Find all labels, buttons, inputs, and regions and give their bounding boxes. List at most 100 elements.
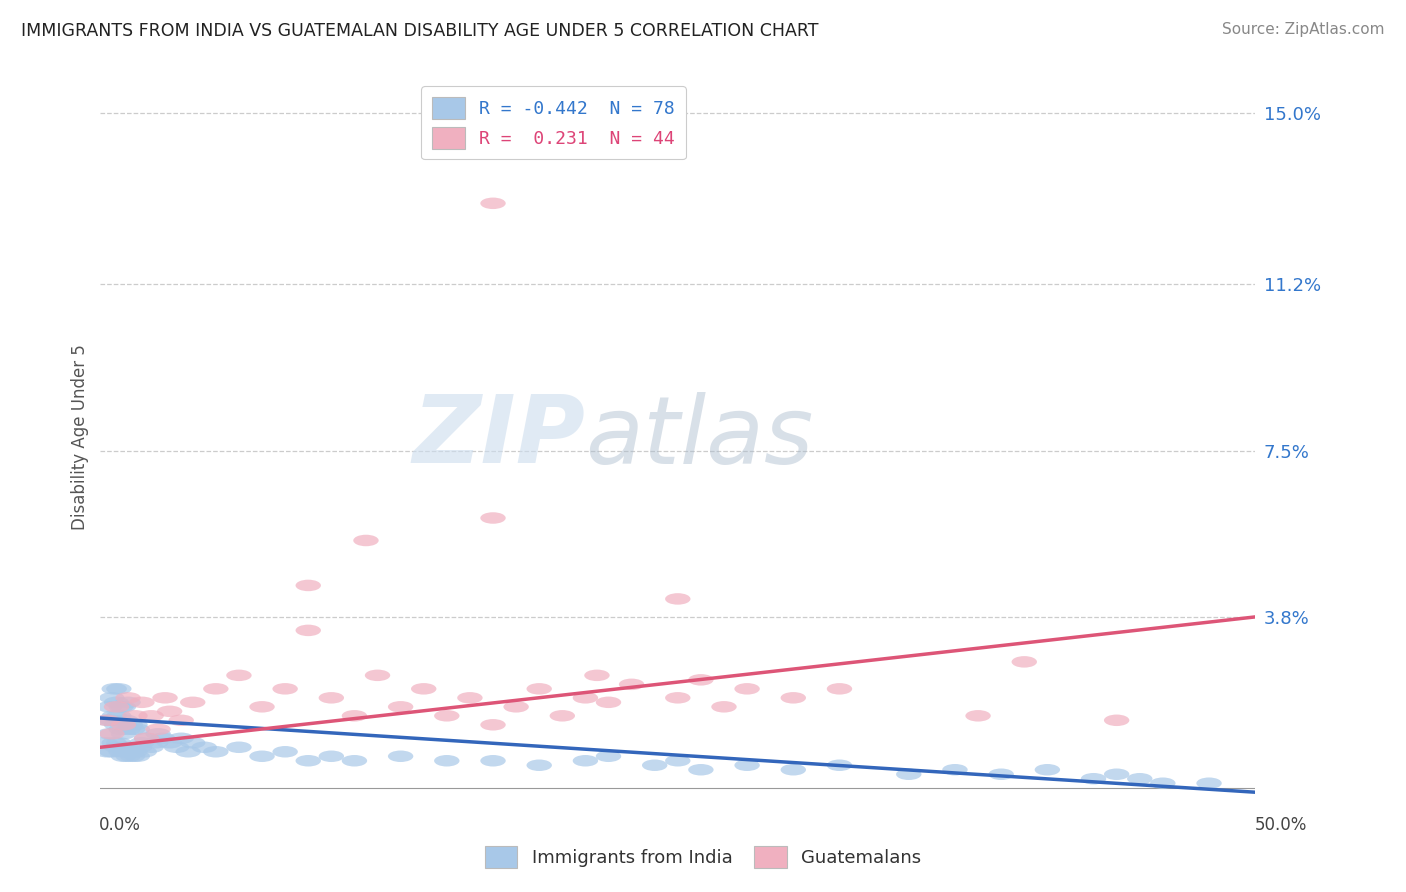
Ellipse shape bbox=[665, 755, 690, 766]
Ellipse shape bbox=[364, 670, 391, 681]
Ellipse shape bbox=[101, 710, 127, 722]
Ellipse shape bbox=[1104, 714, 1129, 726]
Ellipse shape bbox=[734, 683, 759, 695]
Ellipse shape bbox=[353, 534, 378, 546]
Ellipse shape bbox=[120, 723, 145, 735]
Ellipse shape bbox=[157, 737, 183, 748]
Ellipse shape bbox=[105, 737, 132, 748]
Ellipse shape bbox=[145, 723, 170, 735]
Y-axis label: Disability Age Under 5: Disability Age Under 5 bbox=[72, 344, 89, 530]
Ellipse shape bbox=[165, 741, 190, 753]
Ellipse shape bbox=[619, 679, 644, 690]
Ellipse shape bbox=[134, 732, 159, 744]
Ellipse shape bbox=[138, 741, 165, 753]
Ellipse shape bbox=[122, 710, 148, 722]
Ellipse shape bbox=[108, 701, 134, 713]
Ellipse shape bbox=[550, 710, 575, 722]
Ellipse shape bbox=[249, 701, 274, 713]
Ellipse shape bbox=[118, 719, 143, 731]
Ellipse shape bbox=[342, 710, 367, 722]
Ellipse shape bbox=[827, 759, 852, 771]
Ellipse shape bbox=[115, 692, 141, 704]
Ellipse shape bbox=[411, 683, 436, 695]
Ellipse shape bbox=[134, 732, 159, 744]
Ellipse shape bbox=[180, 737, 205, 748]
Ellipse shape bbox=[388, 750, 413, 762]
Ellipse shape bbox=[118, 746, 143, 757]
Ellipse shape bbox=[127, 741, 152, 753]
Text: Source: ZipAtlas.com: Source: ZipAtlas.com bbox=[1222, 22, 1385, 37]
Ellipse shape bbox=[176, 746, 201, 757]
Ellipse shape bbox=[108, 746, 134, 757]
Ellipse shape bbox=[138, 710, 165, 722]
Ellipse shape bbox=[125, 750, 150, 762]
Ellipse shape bbox=[1197, 778, 1222, 789]
Ellipse shape bbox=[780, 764, 806, 775]
Ellipse shape bbox=[93, 737, 118, 748]
Ellipse shape bbox=[115, 723, 141, 735]
Text: 0.0%: 0.0% bbox=[98, 816, 141, 834]
Ellipse shape bbox=[319, 750, 344, 762]
Ellipse shape bbox=[295, 624, 321, 636]
Ellipse shape bbox=[342, 755, 367, 766]
Ellipse shape bbox=[734, 759, 759, 771]
Ellipse shape bbox=[112, 741, 138, 753]
Ellipse shape bbox=[966, 710, 991, 722]
Ellipse shape bbox=[942, 764, 967, 775]
Ellipse shape bbox=[105, 683, 132, 695]
Ellipse shape bbox=[827, 683, 852, 695]
Ellipse shape bbox=[129, 737, 155, 748]
Ellipse shape bbox=[665, 593, 690, 605]
Text: atlas: atlas bbox=[585, 392, 814, 483]
Ellipse shape bbox=[481, 512, 506, 524]
Ellipse shape bbox=[94, 746, 120, 757]
Ellipse shape bbox=[150, 732, 176, 744]
Ellipse shape bbox=[104, 719, 129, 731]
Ellipse shape bbox=[643, 759, 668, 771]
Ellipse shape bbox=[295, 580, 321, 591]
Ellipse shape bbox=[711, 701, 737, 713]
Ellipse shape bbox=[169, 732, 194, 744]
Ellipse shape bbox=[896, 769, 921, 780]
Ellipse shape bbox=[1035, 764, 1060, 775]
Ellipse shape bbox=[319, 692, 344, 704]
Ellipse shape bbox=[572, 692, 598, 704]
Ellipse shape bbox=[665, 692, 690, 704]
Ellipse shape bbox=[295, 755, 321, 766]
Ellipse shape bbox=[688, 674, 714, 686]
Ellipse shape bbox=[94, 714, 120, 726]
Ellipse shape bbox=[202, 683, 229, 695]
Ellipse shape bbox=[226, 670, 252, 681]
Ellipse shape bbox=[169, 714, 194, 726]
Ellipse shape bbox=[152, 692, 177, 704]
Ellipse shape bbox=[434, 755, 460, 766]
Ellipse shape bbox=[129, 697, 155, 708]
Ellipse shape bbox=[100, 692, 125, 704]
Text: 50.0%: 50.0% bbox=[1256, 816, 1308, 834]
Ellipse shape bbox=[1128, 773, 1153, 784]
Ellipse shape bbox=[97, 701, 122, 713]
Ellipse shape bbox=[104, 701, 129, 713]
Ellipse shape bbox=[596, 697, 621, 708]
Legend: R = -0.442  N = 78, R =  0.231  N = 44: R = -0.442 N = 78, R = 0.231 N = 44 bbox=[422, 87, 686, 160]
Legend: Immigrants from India, Guatemalans: Immigrants from India, Guatemalans bbox=[474, 835, 932, 879]
Ellipse shape bbox=[145, 728, 170, 739]
Ellipse shape bbox=[273, 746, 298, 757]
Ellipse shape bbox=[105, 710, 132, 722]
Ellipse shape bbox=[122, 746, 148, 757]
Text: ZIP: ZIP bbox=[412, 391, 585, 483]
Ellipse shape bbox=[111, 701, 136, 713]
Ellipse shape bbox=[122, 719, 148, 731]
Ellipse shape bbox=[596, 750, 621, 762]
Ellipse shape bbox=[111, 750, 136, 762]
Ellipse shape bbox=[100, 746, 125, 757]
Ellipse shape bbox=[503, 701, 529, 713]
Ellipse shape bbox=[1011, 657, 1038, 667]
Ellipse shape bbox=[104, 741, 129, 753]
Ellipse shape bbox=[180, 697, 205, 708]
Ellipse shape bbox=[100, 728, 125, 739]
Ellipse shape bbox=[101, 737, 127, 748]
Ellipse shape bbox=[125, 723, 150, 735]
Ellipse shape bbox=[481, 197, 506, 209]
Ellipse shape bbox=[104, 697, 129, 708]
